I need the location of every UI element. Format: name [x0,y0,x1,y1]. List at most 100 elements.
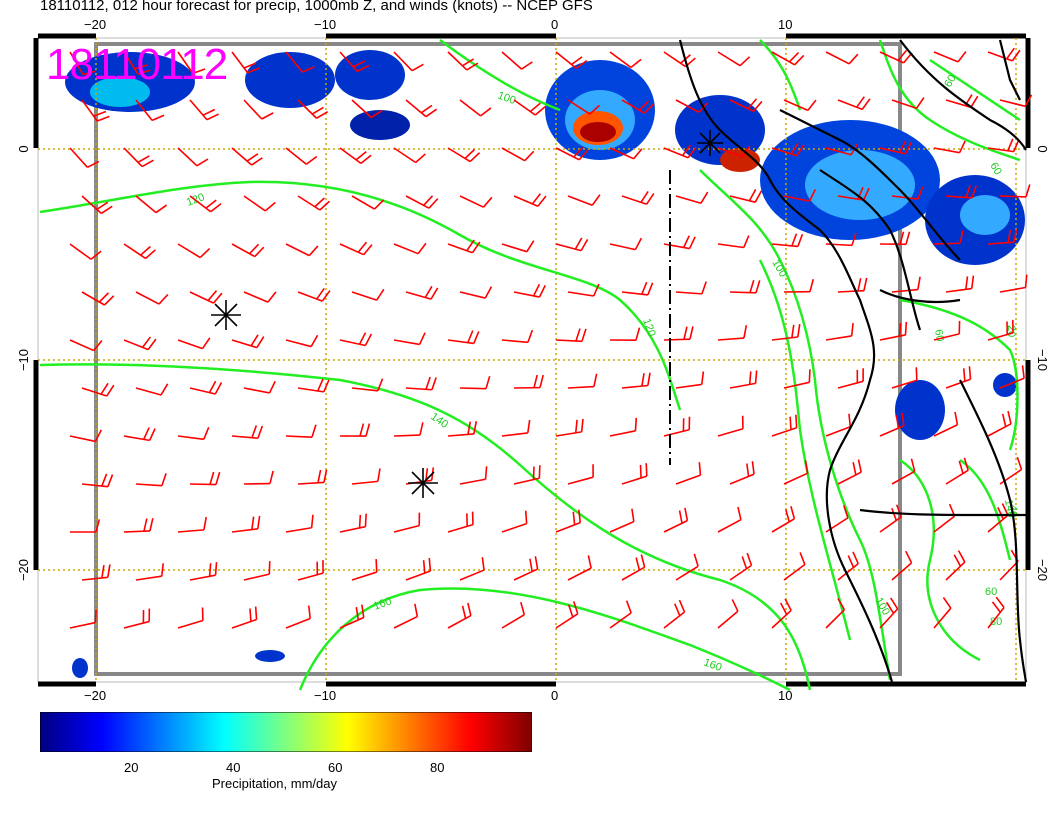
wind-barb [123,51,151,75]
wind-barb [729,279,761,294]
wind-barb [945,457,969,485]
wind-barb [393,603,419,629]
colorbar-tick: 40 [226,760,241,775]
lon-label-bottom: −10 [314,688,336,700]
wind-barb [393,147,426,164]
wind-barb [717,51,751,67]
wind-barb [231,425,264,440]
wind-barb [285,605,312,629]
wind-barb [933,411,959,437]
contour-label: 60 [987,161,1004,178]
contour-label: 100 [496,90,517,108]
wind-barb [987,319,1014,341]
wind-barb [783,189,816,202]
wind-barb [933,320,961,341]
wind-barb [297,378,330,393]
wind-barb [717,235,750,249]
wind-barb [729,188,763,203]
wind-barb [69,609,97,629]
wind-barb [609,237,643,251]
wind-barb [123,336,157,351]
wind-barb [339,513,367,533]
wind-barb [771,51,805,66]
wind-barb [621,191,655,205]
wind-barb [609,508,635,533]
lon-label-top: −10 [314,17,336,32]
wind-barb [231,515,261,533]
contour-label: 120 [640,317,658,338]
wind-barb [729,552,753,581]
wind-barb [447,602,472,629]
asterisk-markers [211,130,723,498]
wind-barb [81,382,115,397]
wind-barb [123,243,156,260]
wind-barb [837,277,868,293]
map-title: 18110112, 012 hour forecast for precip, … [40,0,593,14]
wind-barb [999,274,1028,293]
wind-barb [243,561,271,581]
wind-barb [513,283,546,298]
wind-barb [987,138,1020,153]
wind-barb [189,99,220,121]
wind-barb [825,232,857,247]
wind-barb [135,195,168,214]
wind-barb [891,367,918,389]
wind-barb [501,240,535,253]
wind-barb [555,418,584,437]
wind-barb [945,184,977,199]
wind-barb [999,184,1031,198]
wind-barb [339,51,370,73]
lon-label-bottom: 0 [551,688,558,700]
wind-barb [177,426,210,441]
coastline [678,39,1028,683]
lat-label-right: −20 [1035,559,1050,581]
wind-barb [447,421,478,437]
wind-barb [459,466,488,485]
wind-barb [177,516,208,533]
wind-barb [135,383,169,396]
wind-barb [459,376,491,390]
wind-barb [189,290,223,304]
wind-barb [393,512,421,533]
wind-barb [891,276,921,293]
wind-barb [351,559,378,581]
wind-barb [879,412,905,437]
lat-label-left: 0 [16,145,31,152]
wind-barb [177,243,211,259]
wind-barb [567,99,601,115]
lat-label-left: −10 [16,349,31,371]
wind-barb [729,370,758,389]
axis-bars [33,33,1031,687]
wind-barb [945,275,975,293]
precipitation-field [65,50,1025,678]
wind-barb [879,140,913,155]
contour-label: 160 [372,595,393,613]
wind-barb [501,510,528,533]
wind-barb [501,329,534,344]
wind-barb [123,608,151,629]
wind-barb [501,51,533,70]
wind-barb [69,51,96,76]
wind-barb [621,281,654,296]
wind-barb [351,195,385,210]
wind-barb [459,557,485,581]
wind-barb [609,147,643,160]
wind-barb [189,380,223,395]
wind-barb [663,416,691,437]
wind-barb [555,328,587,343]
colorbar-gradient [40,712,532,752]
wind-barb [609,417,638,437]
wind-barb [771,142,805,157]
wind-barb [825,597,846,629]
wind-barb [339,332,373,347]
wind-barb [297,469,328,485]
wind-barb [243,195,276,212]
wind-barb [771,598,792,629]
wind-barb [933,230,964,245]
wind-barb [189,195,222,213]
wind-barb [999,365,1025,389]
wind-barb [447,511,474,533]
wind-barb [243,470,274,485]
wind-barb [405,195,439,209]
wind-barb [513,465,541,485]
